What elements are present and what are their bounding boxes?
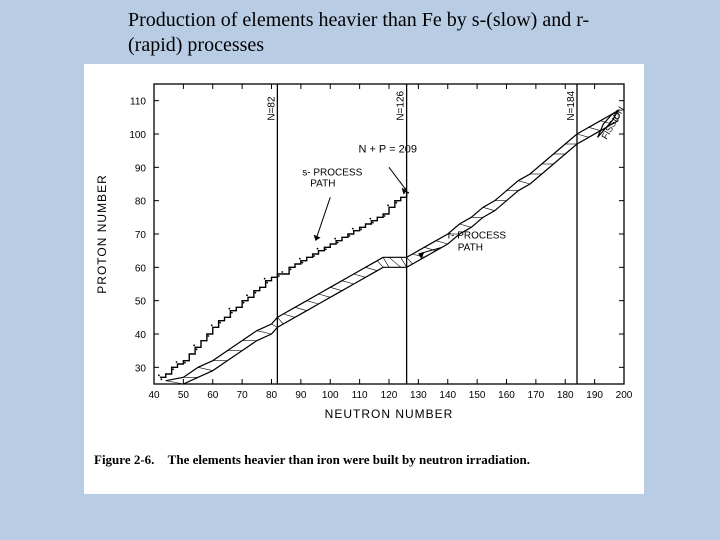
- svg-text:120: 120: [381, 390, 398, 401]
- svg-text:80: 80: [135, 197, 147, 208]
- figure-panel: 40 50 60 70 80 90 100 110 120 130 140 150 160 170 180 1…: [84, 64, 644, 494]
- svg-text:70: 70: [135, 230, 147, 241]
- svg-text:PATH: PATH: [458, 243, 483, 254]
- svg-text:PATH: PATH: [310, 179, 335, 190]
- svg-text:110: 110: [352, 390, 368, 401]
- svg-text:90: 90: [295, 390, 307, 401]
- svg-text:30: 30: [135, 363, 147, 374]
- svg-text:50: 50: [135, 297, 147, 308]
- svg-text:160: 160: [498, 390, 515, 401]
- svg-text:N=82: N=82: [266, 96, 277, 121]
- svg-text:N=184: N=184: [566, 90, 577, 120]
- svg-text:60: 60: [135, 263, 147, 274]
- svg-text:40: 40: [135, 330, 147, 341]
- svg-text:FISSION: FISSION: [600, 105, 627, 141]
- svg-text:PROTON NUMBER: PROTON NUMBER: [95, 174, 109, 293]
- svg-text:170: 170: [528, 390, 545, 401]
- caption-text: The elements heavier than iron were buil…: [168, 452, 530, 467]
- svg-text:90: 90: [135, 163, 147, 174]
- svg-text:130: 130: [410, 390, 427, 401]
- svg-text:40: 40: [148, 390, 160, 401]
- svg-text:70: 70: [237, 390, 249, 401]
- svg-text:110: 110: [130, 97, 146, 108]
- svg-text:150: 150: [469, 390, 486, 401]
- svg-text:NEUTRON NUMBER: NEUTRON NUMBER: [325, 407, 454, 421]
- svg-text:190: 190: [586, 390, 603, 401]
- caption-number: Figure 2-6.: [94, 452, 154, 467]
- svg-text:N + P = 209: N + P = 209: [358, 144, 417, 156]
- svg-text:r- PROCESS: r- PROCESS: [448, 231, 507, 242]
- svg-text:50: 50: [178, 390, 190, 401]
- slide: Production of elements heavier than Fe b…: [0, 0, 720, 540]
- svg-text:s- PROCESS: s- PROCESS: [302, 168, 362, 179]
- slide-title: Production of elements heavier than Fe b…: [128, 8, 608, 58]
- svg-text:200: 200: [616, 390, 633, 401]
- svg-text:80: 80: [266, 390, 278, 401]
- svg-text:N=126: N=126: [396, 90, 407, 120]
- svg-text:180: 180: [557, 390, 574, 401]
- svg-text:100: 100: [129, 130, 146, 141]
- svg-text:60: 60: [207, 390, 219, 401]
- figure-caption: Figure 2-6. The elements heavier than ir…: [94, 452, 530, 468]
- svg-text:100: 100: [322, 390, 339, 401]
- svg-text:140: 140: [439, 390, 456, 401]
- nucleosynthesis-chart: 40 50 60 70 80 90 100 110 120 130 140 150 160 170 180 1…: [84, 64, 644, 444]
